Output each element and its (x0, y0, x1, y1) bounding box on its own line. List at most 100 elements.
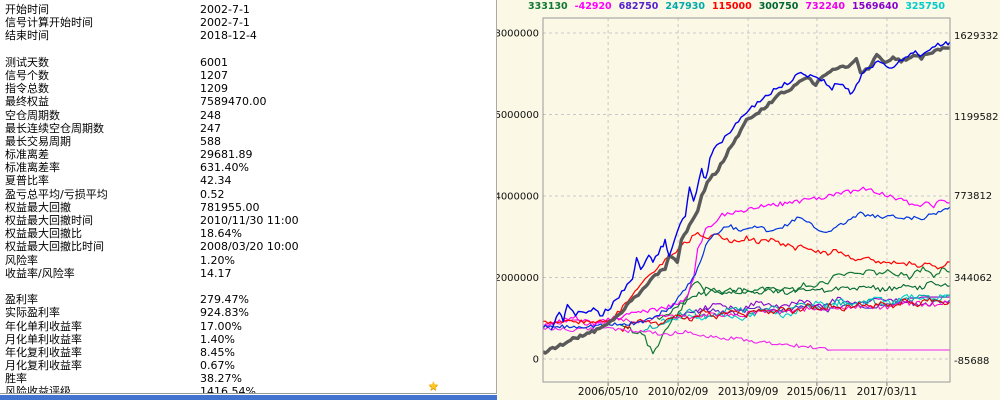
stat-value: 0.67% (200, 359, 235, 373)
stat-row: 空仓周期数 248 (0, 109, 496, 122)
series-contract-darkgreen-300750 (656, 280, 950, 320)
stat-value: 1.40% (200, 332, 235, 346)
stat-row: 年化单利收益率 17.00% (0, 320, 496, 333)
stat-label: 标准离差率 (5, 161, 60, 175)
stat-value: 18.64% (200, 227, 242, 241)
stat-row: 标准离差 29681.89 (0, 148, 496, 161)
stat-value: 29681.89 (200, 148, 253, 162)
stat-value: 2018-12-4 (200, 29, 257, 43)
plot-border (542, 17, 951, 383)
legend-value: -42920 (574, 1, 612, 12)
legend-value: 1569640 (852, 1, 899, 12)
legend-value: 300750 (758, 1, 799, 12)
stat-row: 收益率/风险率 14.17 (0, 267, 496, 280)
x-axis-label: 2010/02/09 (648, 386, 709, 398)
x-axis-label: 2015/06/11 (787, 386, 848, 398)
stat-label: 最终权益 (5, 95, 49, 109)
stat-label: 盈亏总平均/亏损平均 (5, 187, 108, 201)
stat-value: 8.45% (200, 345, 235, 359)
stat-row: 权益最大回撤 781955.00 (0, 201, 496, 214)
stat-value: 2002-7-1 (200, 16, 250, 30)
stat-value: 6001 (200, 55, 228, 69)
equity-chart-panel: 333130 -42920 682750 247930 115000 300750 7322… (497, 0, 1000, 400)
stat-row: 月化复利收益率 0.67% (0, 359, 496, 372)
y-axis-left-label: 6000000 (497, 110, 539, 121)
equity-chart-canvas[interactable]: 8000000 6000000 4000000 2000000 0 2006/05/10 2… (497, 0, 1000, 400)
stat-label: 最长连续空仓周期数 (5, 121, 104, 135)
stat-label: 风险收益评级 (5, 385, 71, 394)
x-axis-label: 2006/05/10 (578, 386, 639, 398)
stat-label: 权益最大回撤时间 (5, 214, 93, 227)
stat-label: 月化单利收益率 (5, 332, 82, 346)
stat-value: 279.47% (200, 293, 249, 307)
stat-value: 248 (200, 108, 221, 122)
x-axis-label: 2017/03/11 (857, 386, 918, 398)
stat-label: 夏普比率 (5, 174, 49, 188)
stat-value: 247 (200, 121, 221, 135)
stat-row: 开始时间 2002-7-1 (0, 3, 496, 16)
stat-row: 指令总数 1209 (0, 82, 496, 95)
stat-label: 信号计算开始时间 (5, 16, 93, 30)
stat-label: 指令总数 (5, 82, 49, 96)
stat-label: 年化复利收益率 (5, 345, 82, 359)
stat-row: 权益最大回撤比 18.64% (0, 227, 496, 240)
stat-value: 42.34 (200, 174, 232, 188)
stat-value: 38.27% (200, 372, 242, 386)
stat-row: 盈亏总平均/亏损平均 0.52 (0, 188, 496, 201)
stat-value: 1.20% (200, 253, 235, 267)
stat-label: 权益最大回撤 (5, 200, 71, 214)
stat-label: 权益最大回撤比时间 (5, 240, 104, 254)
stat-label: 开始时间 (5, 3, 49, 16)
stat-label: 风险率 (5, 253, 38, 267)
y-axis-right-label: 773812 (954, 191, 992, 202)
stat-value: 924.83% (200, 306, 249, 320)
legend-value: 682750 (618, 1, 659, 12)
series-contract-red-low (619, 297, 950, 332)
stat-row: 实际盈利率 924.83% (0, 306, 496, 319)
stat-value: 1416.54% (200, 385, 256, 394)
y-axis-right-label: -85688 (954, 356, 989, 367)
stat-value: 1207 (200, 68, 228, 82)
stat-label: 结束时间 (5, 29, 49, 43)
stat-label: 年化单利收益率 (5, 319, 82, 333)
stat-label: 测试天数 (5, 55, 49, 69)
stat-label: 最长交易周期 (5, 134, 71, 148)
stat-value: 631.40% (200, 161, 249, 175)
stat-row: 胜率 38.27% (0, 372, 496, 385)
legend-value: 325750 (905, 1, 945, 12)
stat-label: 权益最大回撤比 (5, 227, 82, 241)
stat-row: 最长连续空仓周期数 247 (0, 122, 496, 135)
stat-row: 结束时间 2018-12-4 (0, 29, 496, 42)
stat-row: 风险收益评级 1416.54% (0, 385, 496, 394)
stat-value: 14.17 (200, 266, 232, 280)
x-axis-label: 2013/09/09 (718, 386, 779, 398)
stat-row: 信号计算开始时间 2002-7-1 (0, 16, 496, 29)
stat-value: 2010/11/30 11:00 (200, 214, 299, 227)
stat-label: 盈利率 (5, 293, 38, 307)
stat-row: 测试天数 6001 (0, 56, 496, 69)
y-axis-left-label: 2000000 (497, 273, 539, 284)
legend-value: 333130 (528, 1, 568, 12)
rating-star-icon: ★ (428, 379, 439, 393)
stat-value: 7589470.00 (200, 95, 267, 109)
y-axis-left-label: 8000000 (497, 29, 539, 40)
stat-value: 0.52 (200, 187, 225, 201)
stat-label: 收益率/风险率 (5, 266, 75, 280)
series-contract-magenta-732240 (543, 186, 950, 328)
legend-value: 247930 (665, 1, 706, 12)
stats-table: 开始时间 2002-7-1 信号计算开始时间 2002-7-1 结束时间 2018-12-… (0, 3, 496, 394)
stat-row: 权益最大回撤时间 2010/11/30 11:00 (0, 214, 496, 227)
chart-legend: 333130 -42920 682750 247930 115000 300750 7322… (528, 0, 952, 13)
series-contract-blue-secondary (543, 206, 950, 329)
legend-value: 115000 (712, 1, 752, 12)
stat-row: 风险率 1.20% (0, 254, 496, 267)
stat-value: 1209 (200, 82, 228, 96)
stat-row: 信号个数 1207 (0, 69, 496, 82)
stat-label: 信号个数 (5, 68, 49, 82)
bottom-scrollbar[interactable] (0, 395, 497, 400)
y-axis-right-label: 1199582 (954, 112, 999, 123)
series-contract-magenta-42920 (543, 326, 950, 351)
stat-label: 月化复利收益率 (5, 359, 82, 373)
stat-label: 实际盈利率 (5, 306, 60, 320)
